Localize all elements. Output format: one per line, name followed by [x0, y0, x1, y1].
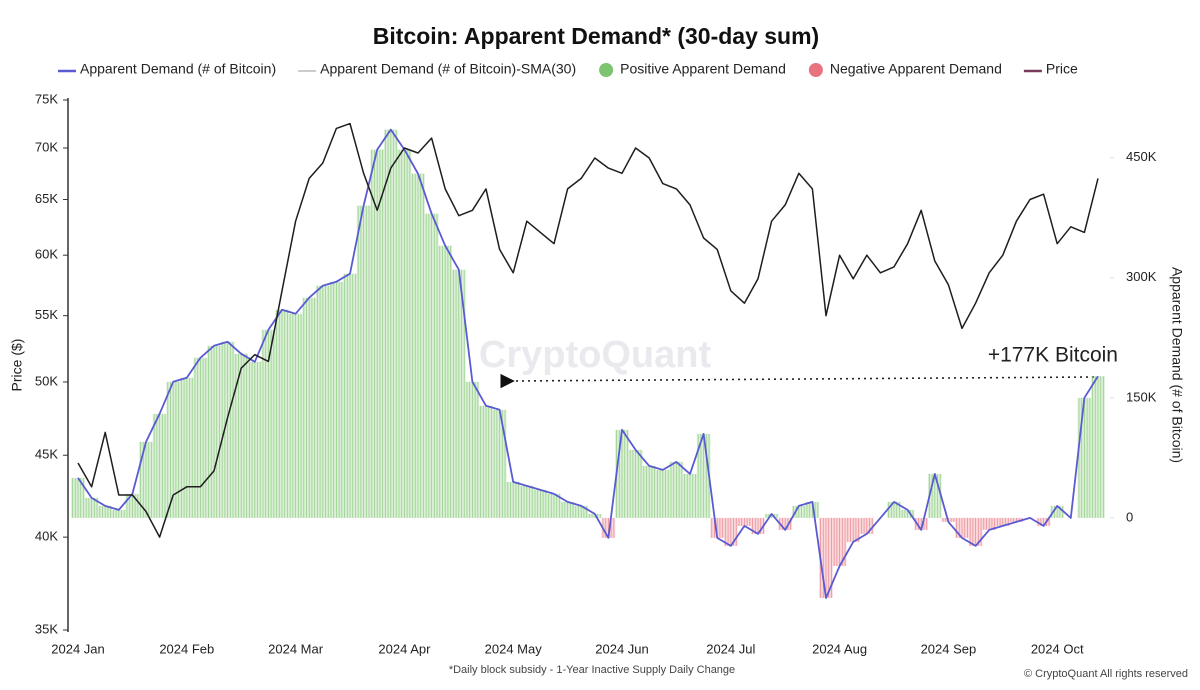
x-tick-label: 2024 Feb [159, 641, 214, 656]
annotation-arrow [500, 373, 1095, 389]
footnote: *Daily block subsidy - 1-Year Inactive S… [449, 664, 735, 676]
annotation: +177K Bitcoin [988, 344, 1118, 367]
legend-marker [599, 63, 614, 77]
y-axis-title: Price ($) [9, 339, 25, 392]
x-tick-label: 2024 May [485, 641, 543, 656]
legend-label: Price [1046, 61, 1078, 77]
x-tick-label: 2024 Apr [378, 641, 431, 656]
x-tick-label: 2024 Jul [706, 641, 755, 656]
legend: Apparent Demand (# of Bitcoin) Apparent D… [58, 61, 1078, 77]
y-tick-label: 60K [35, 247, 58, 262]
y2-tick-label: 450K [1126, 149, 1157, 164]
y2-tick-label: 150K [1126, 389, 1157, 404]
y2-tick-label: 300K [1126, 269, 1157, 284]
legend-marker [808, 63, 823, 77]
y2-tick-label: 0 [1126, 509, 1133, 524]
legend-label: Apparent Demand (# of Bitcoin) [80, 61, 276, 77]
x-tick-label: 2024 Jun [595, 641, 649, 656]
x-tick-label: 2024 Oct [1031, 641, 1084, 656]
price-line [77, 122, 1099, 538]
y-tick-label: 55K [35, 307, 58, 322]
watermark: CryptoQuant [479, 334, 712, 376]
x-tick-label: 2024 Aug [812, 641, 867, 656]
legend-label: Negative Apparent Demand [830, 61, 1002, 77]
x-tick-label: 2024 Mar [268, 641, 324, 656]
y-tick-label: 40K [35, 529, 58, 544]
y-tick-label: 50K [35, 373, 58, 388]
legend-label: Positive Apparent Demand [620, 61, 786, 77]
y-tick-label: 65K [35, 191, 58, 206]
chart-title: Bitcoin: Apparent Demand* (30-day sum) [373, 23, 819, 49]
y-tick-label: 70K [35, 139, 58, 154]
x-tick-label: 2024 Sep [921, 641, 977, 656]
demand-line [77, 128, 1099, 599]
y2-axis-title: Apparent Demand (# of Bitcoin) [1169, 267, 1185, 463]
y-tick-label: 75K [35, 91, 58, 106]
y-tick-label: 45K [35, 447, 58, 462]
y-tick-label: 35K [35, 621, 58, 636]
copyright: © CryptoQuant All rights reserved [1024, 668, 1188, 680]
legend-label: Apparent Demand (# of Bitcoin)-SMA(30) [320, 61, 576, 77]
x-tick-label: 2024 Jan [51, 641, 105, 656]
